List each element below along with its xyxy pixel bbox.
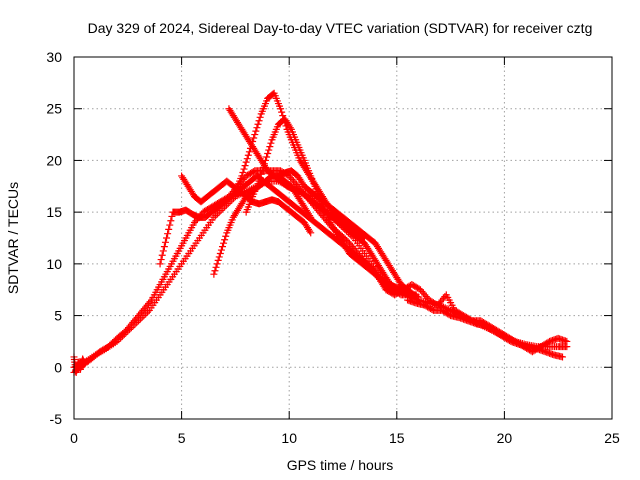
data-point xyxy=(286,124,294,132)
data-point xyxy=(307,229,315,237)
data-point xyxy=(211,267,219,275)
data-point xyxy=(262,156,270,164)
y-tick-label: 10 xyxy=(46,256,62,272)
x-tick-label: 0 xyxy=(70,430,78,446)
data-point xyxy=(241,162,249,170)
data-point xyxy=(161,238,169,246)
y-tick-label: 0 xyxy=(54,359,62,375)
data-point xyxy=(156,260,164,268)
data-point xyxy=(210,270,218,278)
y-tick-label: -5 xyxy=(50,411,63,427)
x-tick-label: 10 xyxy=(281,430,297,446)
data-point xyxy=(242,158,250,166)
data-point xyxy=(168,212,176,220)
chart-title: Day 329 of 2024, Sidereal Day-to-day VTE… xyxy=(88,20,593,36)
data-point xyxy=(559,353,567,361)
data-point xyxy=(409,290,417,298)
data-point xyxy=(240,165,248,173)
data-point xyxy=(221,236,229,244)
data-point xyxy=(165,225,173,233)
data-point xyxy=(144,308,152,316)
data-point xyxy=(255,117,263,125)
data-point xyxy=(146,298,154,306)
y-tick-labels: -5 0 5 10 15 20 25 30 xyxy=(46,49,62,427)
series-track-11 xyxy=(404,296,567,361)
data-point xyxy=(214,256,222,264)
x-tick-label: 25 xyxy=(604,430,620,446)
data-point xyxy=(213,260,221,268)
x-tick-label: 5 xyxy=(178,430,186,446)
series-track-7 xyxy=(178,172,315,237)
data-point xyxy=(265,146,273,154)
y-tick-label: 5 xyxy=(54,308,62,324)
plot-frame xyxy=(73,56,613,420)
data-point xyxy=(252,127,260,135)
x-tick-label: 20 xyxy=(497,430,513,446)
data-point xyxy=(250,134,258,142)
data-point xyxy=(267,139,275,147)
data-point xyxy=(277,105,285,113)
x-axis-label: GPS time / hours xyxy=(287,457,394,473)
data-point xyxy=(238,172,246,180)
series-track-12 xyxy=(70,353,89,376)
data-point xyxy=(239,168,247,176)
y-axis-label: SDTVAR / TECUs xyxy=(5,182,21,294)
data-point xyxy=(212,263,220,271)
grid-lines xyxy=(74,57,612,419)
data-point xyxy=(159,247,167,255)
data-point xyxy=(217,246,225,254)
data-point xyxy=(256,113,264,121)
data-point xyxy=(254,120,262,128)
data-point xyxy=(218,243,226,251)
y-tick-label: 15 xyxy=(46,204,62,220)
y-tick-label: 25 xyxy=(46,101,62,117)
data-point xyxy=(167,217,175,225)
data-point xyxy=(266,143,274,151)
data-point xyxy=(307,213,315,221)
data-point xyxy=(246,144,254,152)
data-point xyxy=(243,155,251,163)
data-point xyxy=(248,141,256,149)
series-track-10 xyxy=(382,281,571,356)
plot-area xyxy=(70,89,571,376)
data-point xyxy=(410,291,418,299)
data-point xyxy=(216,250,224,258)
data-point xyxy=(263,153,271,161)
data-point xyxy=(278,108,286,116)
data-point xyxy=(164,230,172,238)
data-point xyxy=(222,232,230,240)
data-point xyxy=(306,212,314,220)
data-point xyxy=(166,221,174,229)
data-point xyxy=(258,167,266,175)
x-tick-labels: 0 5 10 15 20 25 xyxy=(70,430,620,446)
data-point xyxy=(306,227,314,235)
data-point xyxy=(215,253,223,261)
x-tick-label: 15 xyxy=(389,430,405,446)
data-point xyxy=(220,239,228,247)
data-point xyxy=(160,243,168,251)
data-point xyxy=(260,160,268,168)
series-track-9 xyxy=(274,167,418,299)
data-point xyxy=(157,256,165,264)
data-point xyxy=(81,360,89,368)
data-point xyxy=(259,163,267,171)
data-point xyxy=(158,251,166,259)
data-point xyxy=(563,337,571,345)
data-point xyxy=(163,234,171,242)
y-tick-label: 30 xyxy=(46,49,62,65)
data-point xyxy=(245,148,253,156)
data-point xyxy=(251,131,259,139)
data-point xyxy=(264,150,272,158)
data-point xyxy=(249,137,257,145)
data-point xyxy=(244,151,252,159)
y-tick-label: 20 xyxy=(46,152,62,168)
data-point xyxy=(253,124,261,132)
